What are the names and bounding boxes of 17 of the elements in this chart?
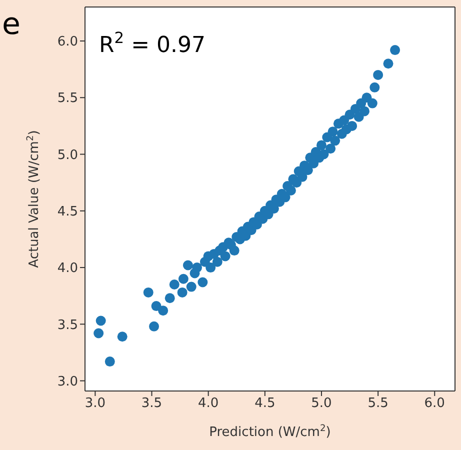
y-tick-label: 5.5 xyxy=(57,91,78,106)
x-tick-label: 3.5 xyxy=(141,396,162,412)
annotation: R$^{2}$ = 0.97 xyxy=(99,29,206,58)
x-tick-label: 5.5 xyxy=(368,396,388,412)
x-tick-label: 4.5 xyxy=(254,396,276,412)
y-tick-label: 4.5 xyxy=(57,204,78,220)
x-tick-label: 6.0 xyxy=(424,396,445,412)
y-tick-label: 5.0 xyxy=(57,148,78,163)
x-tick-label: 3.0 xyxy=(84,396,106,412)
y-tick-label: 3.5 xyxy=(57,318,78,333)
x-tick-label: 4.0 xyxy=(198,396,219,412)
y-tick-label: 3.0 xyxy=(57,374,78,390)
text: e xyxy=(2,7,20,42)
x-tick-label: 5.0 xyxy=(311,396,332,412)
y-tick-label: 6.0 xyxy=(57,34,78,50)
x-axis-title: Prediction (W/cm$^{2}$) xyxy=(209,424,331,440)
y-tick-label: 4.0 xyxy=(57,261,78,276)
